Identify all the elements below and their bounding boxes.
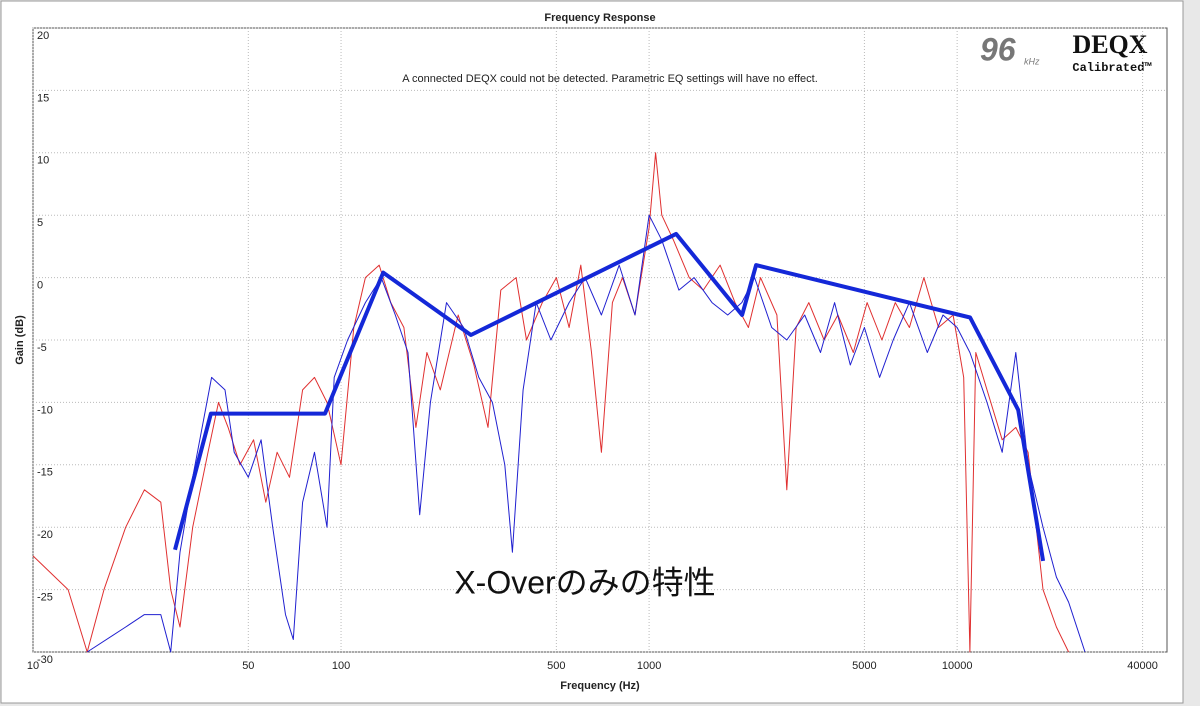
x-tick-label: 1000: [637, 660, 661, 672]
x-tick-label: 10000: [942, 660, 973, 672]
series-line: [86, 214, 1086, 653]
y-axis-label: Gain (dB): [14, 315, 26, 365]
x-tick-label: 10: [27, 660, 39, 672]
y-tick-label: 10: [37, 155, 49, 167]
y-tick-label: -10: [37, 404, 53, 416]
subtitle: A connected DEQX could not be detected. …: [402, 73, 818, 85]
logo-tag: Calibrated™: [1072, 61, 1151, 75]
logo-rate: 96: [980, 31, 1016, 67]
y-tick-label: -30: [37, 654, 53, 666]
y-tick-label: 0: [37, 280, 43, 292]
x-tick-label: 500: [547, 660, 565, 672]
x-tick-label: 5000: [852, 660, 876, 672]
series-line: [32, 152, 1070, 653]
logo-brand: DEQX: [1072, 30, 1147, 59]
y-tick-label: -5: [37, 342, 47, 354]
logo-unit: kHz: [1024, 56, 1040, 66]
y-tick-label: -20: [37, 529, 53, 541]
y-tick-label: -15: [37, 467, 53, 479]
series-line: [173, 231, 1046, 562]
x-tick-label: 50: [242, 660, 254, 672]
annotation: X-Overのみの特性: [454, 564, 715, 600]
x-tick-label: 100: [332, 660, 350, 672]
y-tick-label: -25: [37, 592, 53, 604]
y-tick-label: 5: [37, 217, 43, 229]
chart-title: Frequency Response: [544, 12, 655, 24]
y-tick-label: 20: [37, 30, 49, 42]
y-tick-label: 15: [37, 92, 49, 104]
x-axis-label: Frequency (Hz): [560, 680, 640, 692]
x-tick-label: 40000: [1127, 660, 1158, 672]
